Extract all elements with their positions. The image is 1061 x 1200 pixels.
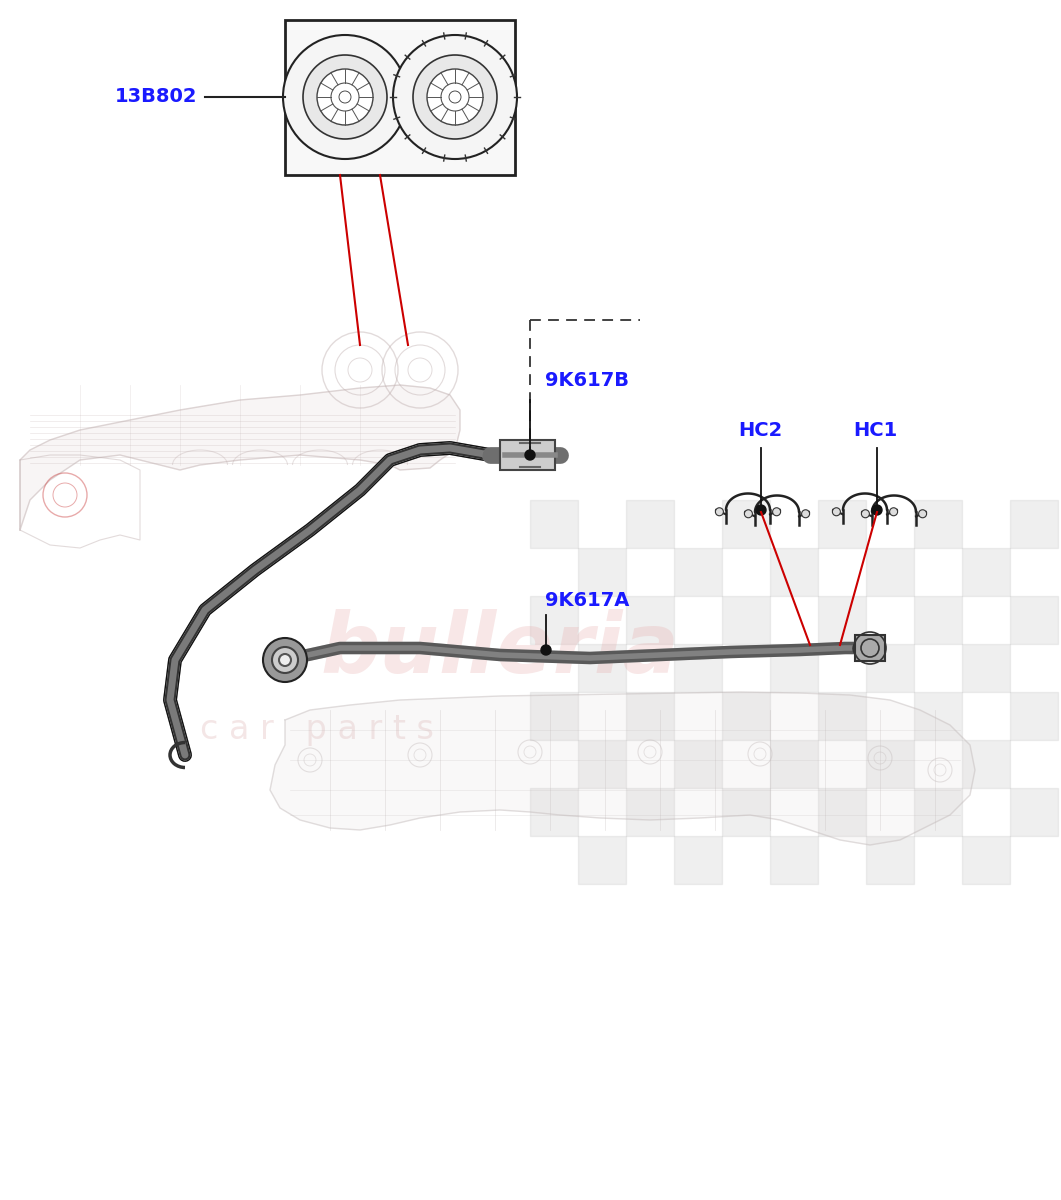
Bar [530,500,578,548]
Bar [855,635,885,661]
Circle shape [862,510,869,517]
Circle shape [393,35,517,158]
Circle shape [802,510,810,517]
Bar [866,740,914,788]
Circle shape [715,508,724,516]
Bar [866,548,914,596]
Circle shape [263,638,307,682]
Bar [770,740,818,788]
Bar [1010,692,1058,740]
Bar [674,548,721,596]
Circle shape [745,510,752,517]
Circle shape [525,450,535,460]
Circle shape [413,55,497,139]
Bar [1010,500,1058,548]
Circle shape [833,508,840,516]
Bar [721,596,770,644]
Circle shape [317,68,373,125]
Bar [962,740,1010,788]
Bar [818,692,866,740]
Bar [914,788,962,836]
Text: bulleria: bulleria [320,610,679,690]
Bar [578,644,626,692]
Circle shape [340,91,351,103]
Bar [818,596,866,644]
Circle shape [772,508,781,516]
Circle shape [441,83,469,110]
Bar [626,788,674,836]
Polygon shape [269,692,975,845]
Bar [578,548,626,596]
Polygon shape [20,385,460,530]
Circle shape [919,510,926,517]
Bar [626,500,674,548]
Bar [674,644,721,692]
Bar [721,788,770,836]
Bar [530,596,578,644]
Bar [1010,596,1058,644]
Bar [770,836,818,884]
Bar [770,644,818,692]
Circle shape [427,68,483,125]
Bar [914,692,962,740]
Bar [674,740,721,788]
Text: 13B802: 13B802 [115,88,197,107]
Circle shape [541,646,551,655]
Bar [1010,788,1058,836]
Circle shape [283,35,407,158]
Bar [500,440,555,470]
Bar [866,836,914,884]
Bar [285,20,515,175]
Text: HC2: HC2 [737,420,782,439]
Bar [530,692,578,740]
Bar [578,740,626,788]
Bar [962,836,1010,884]
Circle shape [331,83,359,110]
Bar [962,548,1010,596]
Text: 9K617A: 9K617A [545,590,629,610]
Bar [626,692,674,740]
Text: c a r   p a r t s: c a r p a r t s [201,714,434,746]
Bar [674,836,721,884]
Bar [530,788,578,836]
Circle shape [303,55,387,139]
Bar [962,644,1010,692]
Bar [721,692,770,740]
Bar [818,788,866,836]
Bar [770,548,818,596]
Circle shape [889,508,898,516]
Circle shape [872,505,882,515]
Circle shape [279,654,291,666]
Text: 9K617B: 9K617B [545,371,629,390]
Bar [914,596,962,644]
Circle shape [756,505,766,515]
Bar [578,836,626,884]
Bar [626,596,674,644]
Bar [721,500,770,548]
Circle shape [272,647,298,673]
Bar [866,644,914,692]
Bar [914,500,962,548]
Bar [818,500,866,548]
Circle shape [449,91,460,103]
Text: HC1: HC1 [853,420,898,439]
